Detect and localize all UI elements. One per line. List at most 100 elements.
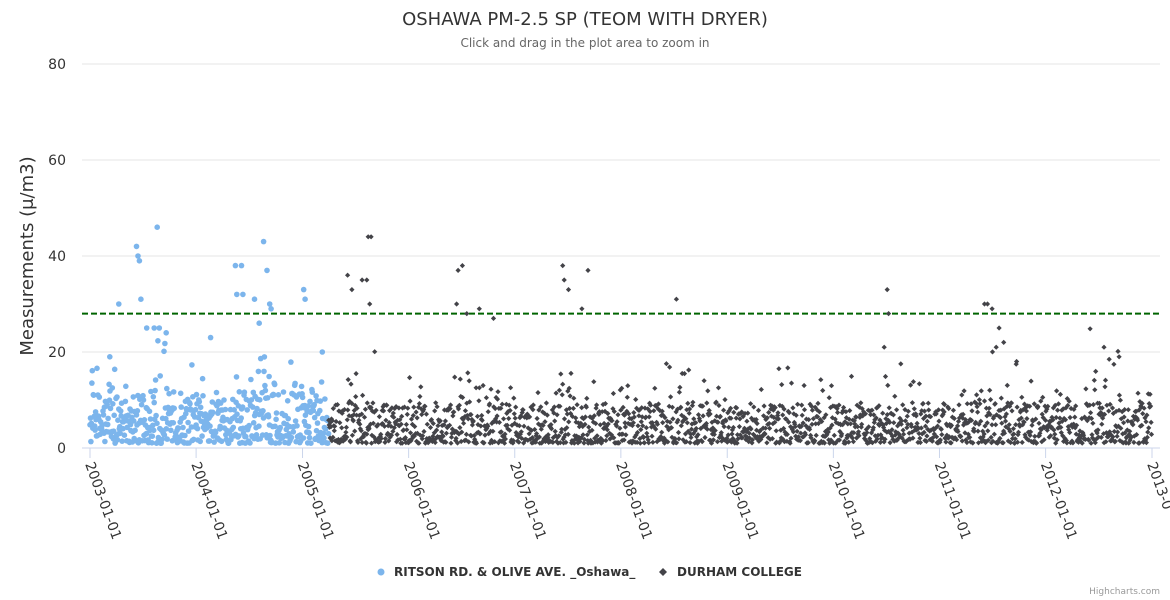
data-point (464, 400, 470, 406)
data-point (653, 426, 659, 432)
data-point (319, 349, 326, 355)
data-point (653, 403, 659, 409)
data-point (648, 402, 654, 408)
data-point (1128, 434, 1135, 440)
data-point (859, 421, 865, 427)
data-point (359, 411, 365, 417)
data-point (344, 417, 350, 423)
data-point (1001, 430, 1008, 436)
data-point (402, 435, 408, 441)
data-point (937, 437, 943, 443)
data-point (257, 397, 263, 403)
data-point (238, 262, 245, 269)
data-point (443, 430, 449, 436)
data-point (836, 437, 842, 443)
data-point (260, 408, 266, 414)
data-point (853, 414, 859, 420)
data-point (457, 376, 463, 382)
data-point (254, 405, 260, 412)
data-point (561, 434, 567, 440)
data-point (882, 373, 889, 380)
data-point (954, 437, 960, 443)
y-tick-label: 40 (48, 249, 66, 265)
data-point (818, 377, 824, 383)
data-point (397, 436, 403, 442)
data-point (146, 408, 153, 415)
data-point (122, 398, 129, 405)
data-point (1001, 406, 1007, 412)
data-point (646, 414, 652, 420)
legend-item-ritson[interactable]: RITSON RD. & OLIVE AVE. _Oshawa_ (377, 565, 636, 580)
data-point (170, 420, 177, 426)
data-point (479, 412, 485, 419)
data-point (904, 413, 910, 419)
data-point (997, 435, 1003, 441)
data-point (928, 427, 934, 433)
data-point (787, 440, 793, 446)
data-point (462, 408, 468, 414)
data-point (819, 418, 825, 425)
data-point (716, 402, 722, 409)
data-point (1052, 431, 1058, 437)
data-point (999, 420, 1005, 426)
data-point (549, 407, 555, 413)
data-point (688, 431, 694, 437)
data-point (528, 427, 535, 433)
data-point (1139, 400, 1145, 406)
data-point (813, 432, 819, 438)
data-point (636, 407, 642, 413)
data-point (359, 277, 365, 283)
data-point (910, 435, 916, 441)
data-point (675, 417, 681, 423)
data-point (705, 388, 711, 394)
data-point (266, 301, 273, 307)
legend-label-durham[interactable]: DURHAM COLLEGE (677, 565, 802, 579)
data-point (89, 367, 96, 374)
data-point (722, 397, 728, 403)
data-point (521, 414, 528, 420)
data-point (800, 420, 806, 426)
data-point (762, 431, 768, 437)
data-point (1013, 361, 1019, 367)
data-point (981, 437, 987, 444)
data-point (432, 439, 438, 446)
data-point (106, 381, 112, 388)
data-point (478, 423, 484, 429)
data-point (688, 434, 694, 441)
data-point (437, 418, 443, 424)
data-point (676, 389, 682, 395)
data-point (900, 427, 906, 433)
data-point (171, 405, 177, 412)
data-point (891, 438, 897, 444)
data-point (1038, 398, 1044, 404)
data-point (821, 440, 828, 446)
data-point (177, 390, 184, 397)
data-point (878, 432, 884, 438)
data-point (441, 422, 447, 428)
data-point (655, 401, 662, 407)
data-point (151, 325, 157, 331)
data-point (1122, 407, 1128, 413)
data-point (512, 420, 518, 426)
data-point (351, 412, 357, 418)
data-point (715, 385, 722, 391)
data-point (1005, 400, 1011, 406)
data-point (559, 392, 565, 398)
legend-item-durham[interactable]: DURHAM COLLEGE (659, 565, 802, 579)
data-point (552, 418, 558, 424)
data-point (775, 410, 781, 416)
data-point (554, 434, 561, 440)
data-point (105, 415, 111, 422)
data-point (473, 385, 479, 391)
data-point (345, 272, 351, 278)
data-point (1090, 420, 1096, 426)
data-point (110, 401, 116, 407)
credits-link[interactable]: Highcharts.com (1089, 587, 1160, 597)
data-point (350, 418, 356, 424)
data-point (143, 325, 150, 331)
data-point (578, 435, 584, 441)
data-point (728, 405, 734, 411)
legend-label-ritson[interactable]: RITSON RD. & OLIVE AVE. _Oshawa_ (394, 565, 635, 580)
data-point (1111, 361, 1117, 367)
data-point (1011, 431, 1017, 437)
